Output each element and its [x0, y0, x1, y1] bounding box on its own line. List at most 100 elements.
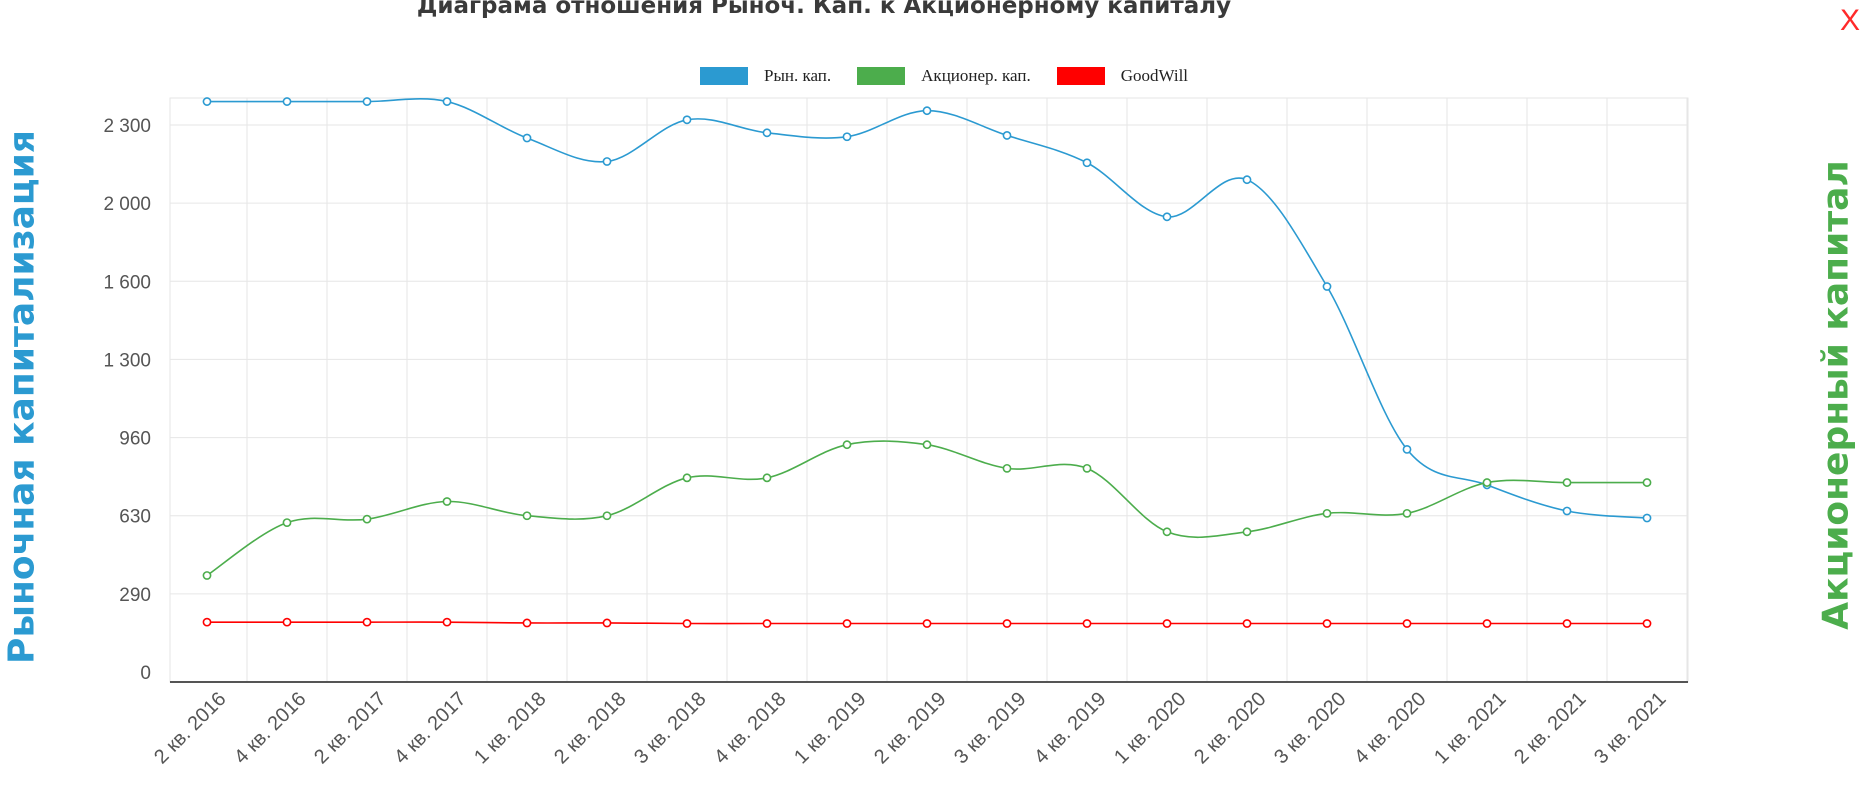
- x-tick-label: 2 кв. 2018: [550, 688, 630, 768]
- data-point-equity[interactable]: [842, 440, 852, 450]
- data-point-equity[interactable]: [522, 511, 532, 521]
- y-tick-label: 630: [119, 507, 151, 528]
- data-point-equity[interactable]: [442, 497, 452, 506]
- data-point-market-cap[interactable]: [1002, 131, 1012, 140]
- data-point-equity[interactable]: [282, 518, 292, 528]
- y-axis-ticks: 0 290 630 960 1 300 1 600 2 000 2 300: [103, 116, 151, 684]
- y-tick-label: 2 300: [103, 116, 151, 137]
- y-tick-label: 290: [119, 585, 151, 606]
- legend-item-goodwill[interactable]: GoodWill: [1056, 66, 1189, 86]
- data-point-market-cap[interactable]: [762, 128, 772, 138]
- x-tick-label: 4 кв. 2019: [1030, 688, 1110, 768]
- data-point-equity[interactable]: [1562, 478, 1572, 487]
- x-tick-label: 3 кв. 2020: [1270, 688, 1350, 768]
- data-point-goodwill[interactable]: [1562, 619, 1572, 628]
- x-tick-label: 2 кв. 2021: [1510, 688, 1590, 768]
- x-tick-label: 1 кв. 2019: [790, 688, 870, 768]
- data-point-equity[interactable]: [1162, 527, 1172, 537]
- data-point-equity[interactable]: [1482, 478, 1492, 487]
- data-point-goodwill[interactable]: [1242, 619, 1252, 628]
- x-tick-label: 4 кв. 2016: [230, 688, 310, 768]
- data-point-equity[interactable]: [922, 440, 932, 450]
- data-point-equity[interactable]: [1322, 508, 1332, 518]
- data-point-equity[interactable]: [1402, 508, 1412, 518]
- data-point-equity[interactable]: [1242, 527, 1252, 537]
- data-point-equity[interactable]: [762, 473, 772, 483]
- data-point-market-cap[interactable]: [1402, 445, 1412, 454]
- y-tick-label: 2 000: [103, 194, 151, 215]
- data-point-market-cap[interactable]: [202, 97, 212, 106]
- x-tick-label: 2 кв. 2020: [1190, 688, 1270, 768]
- x-tick-label: 2 кв. 2016: [150, 688, 230, 768]
- x-tick-label: 2 кв. 2017: [310, 688, 390, 768]
- x-tick-label: 1 кв. 2021: [1430, 688, 1510, 768]
- data-point-goodwill[interactable]: [1642, 619, 1652, 628]
- legend-label-goodwill: GoodWill: [1120, 66, 1189, 85]
- data-point-goodwill[interactable]: [1162, 619, 1172, 628]
- legend-item-market-cap[interactable]: Рын. кап.: [700, 66, 831, 86]
- data-point-market-cap[interactable]: [1242, 175, 1252, 185]
- data-point-goodwill[interactable]: [762, 619, 772, 628]
- data-point-equity[interactable]: [602, 511, 612, 521]
- x-tick-label: 1 кв. 2020: [1110, 688, 1190, 768]
- data-point-goodwill[interactable]: [922, 619, 932, 628]
- data-point-equity[interactable]: [682, 473, 692, 483]
- data-point-market-cap[interactable]: [682, 115, 692, 125]
- series-line-market-cap: [206, 98, 1648, 519]
- data-point-market-cap[interactable]: [1562, 506, 1572, 516]
- data-point-goodwill[interactable]: [682, 619, 692, 628]
- data-point-goodwill[interactable]: [1402, 619, 1412, 628]
- data-point-goodwill[interactable]: [282, 617, 292, 627]
- chart-legend: Рын. кап. Акционер. кап. GoodWill: [700, 66, 1214, 86]
- data-point-goodwill[interactable]: [202, 617, 212, 627]
- x-tick-label: 1 кв. 2018: [470, 688, 550, 768]
- data-point-goodwill[interactable]: [842, 619, 852, 628]
- y-tick-label: 960: [119, 429, 151, 450]
- x-tick-label: 3 кв. 2019: [950, 688, 1030, 768]
- data-point-goodwill[interactable]: [442, 617, 452, 627]
- x-axis-ticks: 2 кв. 2016 4 кв. 2016 2 кв. 2017 4 кв. 2017…: [150, 688, 1670, 768]
- data-point-market-cap[interactable]: [922, 106, 932, 116]
- data-point-market-cap[interactable]: [522, 133, 532, 143]
- data-point-goodwill[interactable]: [522, 618, 532, 628]
- x-tick-label: 4 кв. 2017: [390, 688, 470, 768]
- legend-swatch-market-cap: [700, 67, 748, 85]
- data-point-market-cap[interactable]: [1322, 282, 1332, 291]
- data-point-market-cap[interactable]: [1082, 158, 1092, 168]
- data-point-market-cap[interactable]: [442, 97, 452, 106]
- data-point-equity[interactable]: [1642, 478, 1652, 487]
- data-point-goodwill[interactable]: [1322, 619, 1332, 628]
- y-tick-label: 1 600: [103, 272, 151, 293]
- y-tick-label: 0: [140, 663, 151, 684]
- data-point-market-cap[interactable]: [842, 132, 852, 142]
- legend-item-equity[interactable]: Акционер. кап.: [857, 66, 1031, 86]
- data-point-equity[interactable]: [1082, 463, 1092, 473]
- data-point-market-cap[interactable]: [362, 97, 372, 106]
- y-tick-label: 1 300: [103, 350, 151, 371]
- chart-title: Диаграма отношения Рыноч. Кап. к Акционе…: [416, 0, 1232, 19]
- data-point-market-cap[interactable]: [602, 157, 612, 166]
- data-point-equity[interactable]: [202, 571, 212, 580]
- data-point-goodwill[interactable]: [1002, 619, 1012, 628]
- x-tick-label: 3 кв. 2021: [1590, 688, 1670, 768]
- data-point-market-cap[interactable]: [1642, 513, 1652, 523]
- data-point-equity[interactable]: [362, 514, 372, 524]
- close-button[interactable]: X: [1840, 4, 1861, 37]
- data-point-goodwill[interactable]: [602, 618, 612, 628]
- data-point-market-cap[interactable]: [1162, 212, 1172, 222]
- data-point-market-cap[interactable]: [282, 97, 292, 106]
- data-point-equity[interactable]: [1002, 463, 1012, 473]
- x-tick-label: 3 кв. 2018: [630, 688, 710, 768]
- chart-grid: [169, 97, 1689, 683]
- data-point-goodwill[interactable]: [1482, 619, 1492, 628]
- chart-series: [202, 97, 1652, 628]
- legend-swatch-goodwill: [1056, 67, 1105, 85]
- data-point-goodwill[interactable]: [362, 617, 372, 627]
- legend-label-equity: Акционер. кап.: [921, 66, 1031, 85]
- legend-label-market-cap: Рын. кап.: [764, 66, 832, 85]
- series-line-equity: [206, 440, 1647, 577]
- x-tick-label: 2 кв. 2019: [870, 688, 950, 768]
- data-point-goodwill[interactable]: [1082, 619, 1092, 628]
- legend-swatch-equity: [857, 67, 906, 85]
